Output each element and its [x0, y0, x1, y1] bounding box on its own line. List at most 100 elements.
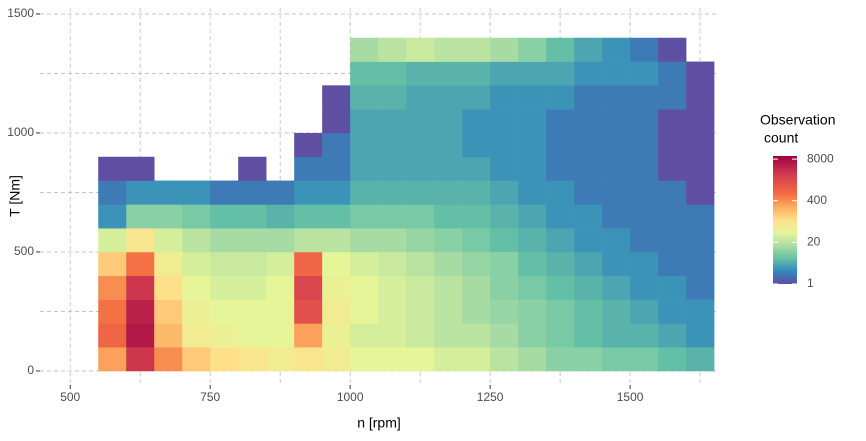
heatmap-cell — [210, 251, 239, 277]
heatmap-cell — [462, 109, 491, 134]
heatmap-cell — [686, 251, 715, 277]
heatmap-cell — [518, 132, 547, 158]
heatmap-cell — [462, 37, 491, 62]
heatmap-cell — [406, 109, 435, 134]
heatmap-cell — [462, 228, 491, 253]
heatmap-cell — [322, 132, 351, 158]
heatmap-cell — [182, 323, 211, 348]
heatmap-cell — [686, 347, 715, 372]
heatmap-cell — [294, 251, 323, 277]
heatmap-cell — [658, 180, 687, 205]
heatmap-cell — [602, 132, 631, 158]
heatmap-cell — [574, 109, 603, 134]
heatmap-cell — [630, 156, 659, 181]
heatmap-cell — [294, 156, 323, 181]
heatmap-cell — [266, 275, 295, 300]
heatmap-cell — [350, 180, 379, 205]
heatmap-cell — [378, 251, 407, 277]
heatmap-cell — [98, 323, 127, 348]
heatmap-cell — [574, 37, 603, 62]
heatmap-cell — [406, 299, 435, 324]
heatmap-cell — [294, 323, 323, 348]
heatmap-cell — [658, 156, 687, 181]
heatmap-cell — [574, 156, 603, 181]
heatmap-cell — [238, 347, 267, 372]
heatmap-cell — [238, 323, 267, 348]
heatmap-cell — [294, 275, 323, 300]
heatmap-cell — [434, 132, 463, 158]
heatmap-cell — [126, 251, 155, 277]
heatmap-cell — [630, 299, 659, 324]
heatmap-cell — [658, 347, 687, 372]
heatmap-cell — [630, 347, 659, 372]
heatmap-cell — [602, 109, 631, 134]
heatmap-cell — [518, 347, 547, 372]
heatmap-cell — [574, 323, 603, 348]
heatmap-cell — [434, 204, 463, 229]
heatmap-cell — [434, 85, 463, 110]
heatmap-cell — [322, 275, 351, 300]
heatmap-cell — [98, 228, 127, 253]
heatmap-cell — [406, 85, 435, 110]
heatmap-cell — [518, 323, 547, 348]
heatmap-cell — [294, 204, 323, 229]
heatmap-cell — [518, 37, 547, 62]
heatmap-cell — [574, 204, 603, 229]
heatmap-cell — [602, 347, 631, 372]
heatmap-cell — [658, 37, 687, 62]
heatmap-cell — [350, 347, 379, 372]
heatmap-cell — [434, 156, 463, 181]
heatmap-cell — [686, 299, 715, 324]
heatmap-cell — [686, 109, 715, 134]
heatmap-cell — [490, 275, 519, 300]
heatmap-cell — [406, 275, 435, 300]
heatmap-cell — [658, 299, 687, 324]
x-tick-label: 750 — [200, 390, 220, 404]
y-tick-label: 500 — [14, 244, 34, 258]
heatmap-cell — [434, 323, 463, 348]
heatmap-cell — [546, 347, 575, 372]
x-tick-label: 1500 — [617, 390, 644, 404]
heatmap-cell — [378, 228, 407, 253]
heatmap-cell — [546, 180, 575, 205]
heatmap-cell — [490, 228, 519, 253]
heatmap-cell — [406, 61, 435, 86]
heatmap-cell — [210, 347, 239, 372]
heatmap-cell — [350, 204, 379, 229]
heatmap-cell — [546, 275, 575, 300]
heatmap-cell — [462, 347, 491, 372]
legend-title: Observation — [760, 112, 835, 128]
heatmap-cell — [238, 228, 267, 253]
heatmap-cell — [98, 180, 127, 205]
heatmap-cell — [322, 299, 351, 324]
heatmap-cell — [462, 85, 491, 110]
heatmap-cell — [266, 299, 295, 324]
heatmap-cell — [238, 299, 267, 324]
heatmap-cell — [658, 275, 687, 300]
heatmap-cell — [518, 251, 547, 277]
heatmap-cell — [546, 109, 575, 134]
heatmap-cell — [602, 37, 631, 62]
heatmap-cell — [658, 85, 687, 110]
heatmap-cell — [518, 275, 547, 300]
heatmap-cell — [518, 204, 547, 229]
heatmap-cell — [98, 251, 127, 277]
heatmap-cell — [490, 109, 519, 134]
heatmap-cell — [350, 299, 379, 324]
y-tick-label: 1000 — [7, 125, 34, 139]
heatmap-cell — [490, 323, 519, 348]
heatmap-cell — [546, 156, 575, 181]
heatmap-cell — [602, 275, 631, 300]
heatmap-cell — [686, 180, 715, 205]
heatmap-cell — [546, 37, 575, 62]
heatmap-cell — [378, 109, 407, 134]
heatmap-cell — [378, 85, 407, 110]
heatmap-cell — [574, 347, 603, 372]
heatmap-cell — [546, 251, 575, 277]
heatmap-cell — [322, 156, 351, 181]
heatmap-cell — [574, 180, 603, 205]
heatmap-cell — [630, 323, 659, 348]
heatmap-cell — [322, 204, 351, 229]
heatmap-cell — [294, 132, 323, 158]
